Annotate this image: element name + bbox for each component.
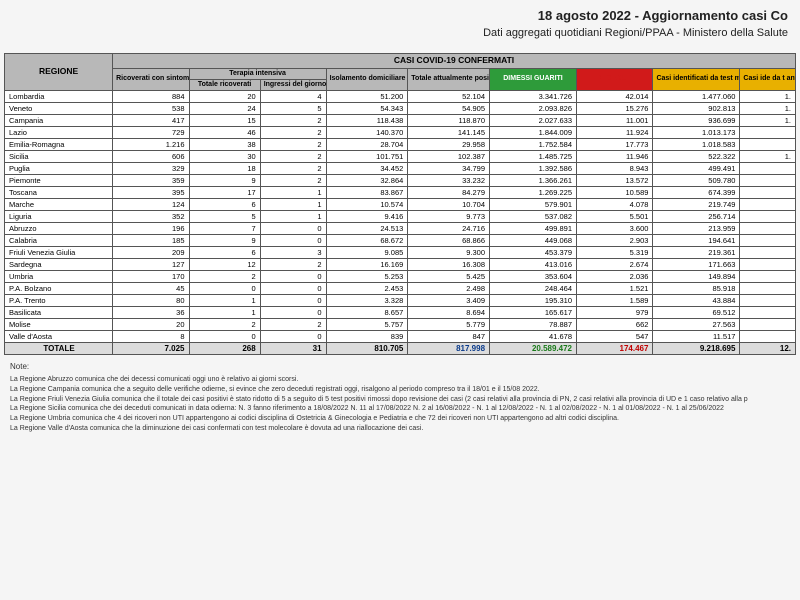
table-row: Abruzzo1967024.51324.716499.8913.600213.… [5, 222, 796, 234]
note-line: La Regione Sicilia comunica che dei dece… [10, 404, 790, 414]
table-row: Piemonte3599232.86433.2321.366.26113.572… [5, 174, 796, 186]
table-row: Valle d'Aosta80083984741.67854711.517 [5, 330, 796, 342]
notes-section: Note: La Regione Abruzzo comunica che de… [0, 355, 800, 440]
page-subtitle: Dati aggregati quotidiani Regioni/PPAA -… [0, 27, 800, 53]
table-row: Veneto53824554.34354.9052.093.82615.2769… [5, 102, 796, 114]
table-row-totale: TOTALE7.02526831810.705817.99820.589.472… [5, 342, 796, 354]
table-row: Molise20225.7575.77978.88766227.563 [5, 318, 796, 330]
th-regione: REGIONE [5, 54, 113, 91]
note-line: La Regione Abruzzo comunica che dei dece… [10, 375, 790, 385]
note-line: La Regione Campania comunica che a segui… [10, 385, 790, 395]
th-tot-ricoverati: Totale ricoverati [189, 79, 260, 90]
th-ricoverati: Ricoverati con sintomi [113, 68, 189, 90]
th-terapia: Terapia intensiva [189, 68, 326, 79]
table-row: Sicilia606302101.751102.3871.485.72511.9… [5, 150, 796, 162]
table-row: Friuli Venezia Giulia209639.0859.300453.… [5, 246, 796, 258]
table-row: Lazio729462140.370141.1451.844.00911.924… [5, 126, 796, 138]
table-row: Sardegna12712216.16916.308413.0162.67417… [5, 258, 796, 270]
table-body: Lombardia88420451.20052.1043.341.72642.0… [5, 90, 796, 354]
covid-table: REGIONE CASI COVID-19 CONFERMATI Ricover… [4, 53, 796, 355]
th-ingressi: Ingressi del giorno [260, 79, 326, 90]
notes-body: La Regione Abruzzo comunica che dei dece… [10, 375, 790, 434]
table-row: Lombardia88420451.20052.1043.341.72642.0… [5, 90, 796, 102]
note-line: La Regione Friuli Venezia Giulia comunic… [10, 395, 790, 405]
table-row: Toscana39517183.86784.2791.269.22510.589… [5, 186, 796, 198]
note-line: La Regione Umbria comunica che 4 dei ric… [10, 414, 790, 424]
table-row: Marche1246110.57410.704579.9014.078219.7… [5, 198, 796, 210]
table-row: Emilia-Romagna1.21638228.70429.9581.752.… [5, 138, 796, 150]
notes-title: Note: [10, 361, 790, 372]
table-container: REGIONE CASI COVID-19 CONFERMATI Ricover… [0, 53, 800, 355]
table-row: Liguria352519.4169.773537.0825.501256.71… [5, 210, 796, 222]
th-band: CASI COVID-19 CONFERMATI [113, 54, 796, 69]
th-isolamento: Isolamento domiciliare [326, 68, 408, 90]
table-row: Calabria1859068.67268.866449.0682.903194… [5, 234, 796, 246]
table-row: P.A. Trento80103.3283.409195.3101.58943.… [5, 294, 796, 306]
th-dimessi: DIMESSI GUARITI [490, 68, 577, 90]
table-row: Campania417152118.438118.8702.027.63311.… [5, 114, 796, 126]
th-tot-positivi: Totale attualmente positivi [408, 68, 490, 90]
th-deceduti: DECEDUTI [577, 68, 653, 90]
page-title: 18 agosto 2022 - Aggiornamento casi Co [0, 0, 800, 27]
table-row: Puglia32918234.45234.7991.392.5868.94349… [5, 162, 796, 174]
note-line: La Regione Valle d'Aosta comunica che la… [10, 424, 790, 434]
table-row: Basilicata36108.6578.694165.61797969.512 [5, 306, 796, 318]
th-molecolare: Casi identificati da test molecolare [653, 68, 740, 90]
table-row: P.A. Bolzano45002.4532.498248.4641.52185… [5, 282, 796, 294]
table-row: Umbria170205.2535.425353.6042.036149.894 [5, 270, 796, 282]
th-antigenico: Casi ide da t antigen rapi [740, 68, 796, 90]
